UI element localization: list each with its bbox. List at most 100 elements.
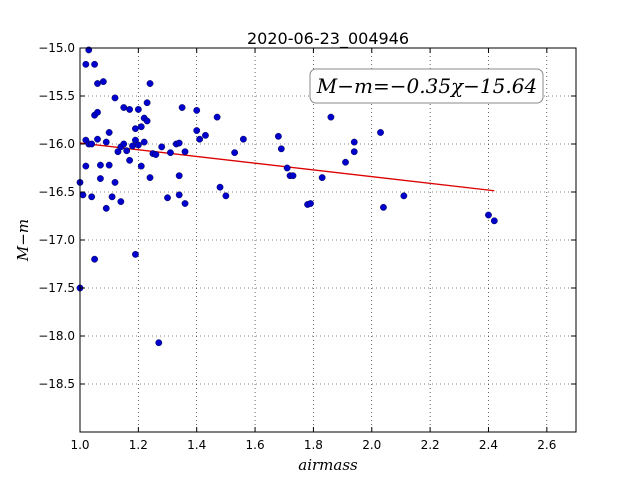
- data-point: [94, 108, 101, 116]
- data-point: [289, 172, 297, 180]
- data-point: [342, 158, 349, 166]
- data-point: [307, 200, 314, 207]
- data-point: [485, 211, 492, 219]
- data-point: [283, 164, 291, 172]
- data-point: [377, 129, 384, 136]
- data-point: [88, 193, 96, 201]
- data-point: [216, 183, 224, 191]
- data-point: [146, 174, 154, 182]
- data-point: [164, 194, 171, 202]
- y-tick-label: −17.0: [38, 233, 75, 247]
- data-point: [82, 162, 90, 170]
- x-tick-label: 1.6: [246, 438, 265, 452]
- data-point: [91, 255, 98, 263]
- data-point: [97, 175, 104, 182]
- data-point: [143, 99, 151, 107]
- x-tick-label: 1.4: [187, 438, 206, 452]
- x-tick-label: 1.8: [304, 438, 323, 452]
- data-point: [175, 139, 183, 147]
- data-point: [123, 147, 131, 155]
- x-tick-label: 2.2: [421, 438, 440, 452]
- data-point: [134, 106, 142, 113]
- data-point: [152, 151, 160, 158]
- data-point: [105, 161, 113, 169]
- data-point: [137, 123, 145, 131]
- data-point: [105, 129, 113, 136]
- data-point: [380, 203, 387, 211]
- data-point: [94, 80, 101, 87]
- data-point: [181, 148, 189, 156]
- data-point: [126, 106, 134, 113]
- data-point: [175, 172, 183, 180]
- plot-area: 1.0 1.2 1.4 1.6 1.8 2.0 2.2 2.4 2.6 −15.0 −15.5 −1…: [38, 41, 577, 452]
- data-point: [490, 217, 498, 225]
- data-point: [132, 125, 139, 133]
- data-point: [132, 250, 139, 258]
- grid-lines: [80, 48, 576, 432]
- data-point: [146, 80, 154, 87]
- x-tick-label: 2.6: [537, 438, 556, 452]
- data-point: [108, 193, 116, 201]
- data-point: [120, 104, 128, 111]
- x-tick-label: 1.0: [70, 438, 89, 452]
- y-tick-label: −18.5: [38, 377, 75, 391]
- data-point: [102, 138, 110, 146]
- y-tick-label: −15.5: [38, 89, 75, 103]
- data-point: [167, 149, 174, 157]
- data-point: [239, 135, 247, 143]
- data-point: [274, 132, 282, 140]
- data-point: [111, 178, 119, 186]
- y-tick-labels: −15.0 −15.5 −16.0 −16.5 −17.0 −17.5 −18.0 −18.5: [38, 41, 75, 391]
- data-point: [102, 204, 110, 212]
- x-tick-label: 2.4: [479, 438, 498, 452]
- y-tick-label: −17.5: [38, 281, 75, 295]
- y-axis-label: M−m: [14, 219, 32, 262]
- x-tick-labels: 1.0 1.2 1.4 1.6 1.8 2.0 2.2 2.4 2.6: [70, 438, 556, 452]
- data-point: [94, 135, 101, 143]
- fit-equation-frame: [309, 68, 544, 104]
- data-point: [158, 143, 166, 151]
- data-point: [88, 140, 96, 148]
- x-tick-label: 2.0: [362, 438, 381, 452]
- y-tick-label: −16.5: [38, 185, 75, 199]
- data-point: [79, 191, 87, 199]
- data-point: [231, 149, 239, 157]
- data-point: [82, 60, 90, 68]
- data-point: [327, 113, 335, 121]
- y-tick-label: −15.0: [38, 41, 75, 55]
- data-point: [143, 117, 151, 125]
- data-point: [181, 200, 189, 207]
- x-axis-label: airmass: [298, 456, 358, 474]
- data-point: [111, 94, 119, 102]
- fit-equation-text: M−m=−0.35χ−15.64: [316, 74, 537, 98]
- data-point: [129, 142, 136, 150]
- data-point: [137, 162, 145, 170]
- data-point: [97, 161, 104, 169]
- chart-title: 2020-06-23_004946: [247, 29, 409, 49]
- data-point: [117, 198, 125, 206]
- data-point: [400, 192, 408, 200]
- data-point: [277, 145, 285, 153]
- x-tick-label: 1.2: [129, 438, 148, 452]
- y-tick-label: −18.0: [38, 329, 75, 343]
- data-point: [91, 60, 98, 68]
- data-point: [350, 138, 358, 146]
- data-point: [134, 141, 142, 149]
- data-point: [140, 138, 148, 146]
- data-point: [120, 140, 128, 148]
- data-point: [193, 107, 201, 114]
- data-point: [126, 156, 134, 164]
- data-point: [178, 104, 186, 111]
- data-point: [155, 339, 163, 347]
- data-point: [318, 174, 326, 182]
- data-point: [213, 113, 221, 121]
- fit-equation-box: M−m=−0.35χ−15.64: [309, 68, 544, 104]
- data-point: [196, 135, 204, 143]
- data-point: [175, 191, 183, 199]
- data-point: [99, 78, 107, 86]
- axis-ticks: [79, 47, 576, 432]
- data-point: [202, 131, 209, 139]
- data-points: [76, 46, 498, 347]
- data-point: [350, 148, 358, 156]
